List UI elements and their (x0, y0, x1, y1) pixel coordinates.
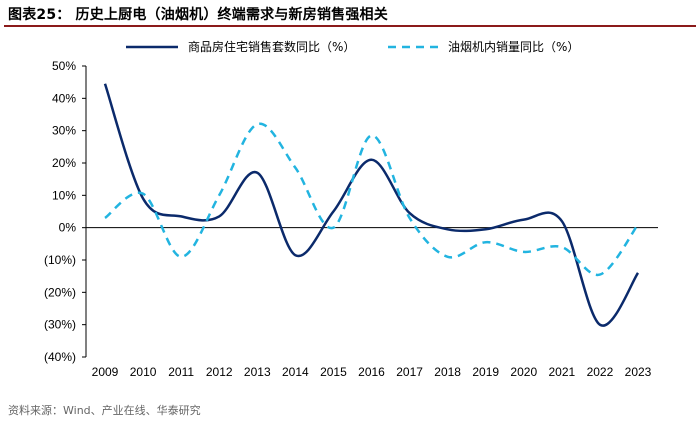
x-tick-label: 2020 (510, 365, 537, 379)
y-tick-label: 10% (52, 188, 76, 202)
x-tick-label: 2012 (206, 365, 233, 379)
y-tick-label: (30%) (44, 318, 76, 332)
legend-label: 油烟机内销量同比（%） (448, 40, 579, 54)
line-chart: 50% 40% 30% 20% 10% 0% (10%) (20%) (30%) (40%) 200… (44, 39, 658, 379)
x-tick-label: 2015 (320, 365, 347, 379)
x-tick-label: 2009 (92, 365, 119, 379)
y-tick-label: 30% (52, 124, 76, 138)
y-tick-label: (20%) (44, 285, 76, 299)
x-tick-label: 2023 (625, 365, 652, 379)
chart-title: 图表25： 历史上厨电（油烟机）终端需求与新房销售强相关 (8, 7, 388, 23)
y-tick-label: 50% (52, 59, 76, 73)
y-tick-label: 40% (52, 91, 76, 105)
x-tick-label: 2016 (358, 365, 385, 379)
series-line-range-hood-sales (104, 122, 640, 276)
source-note: 资料来源：Wind、产业在线、华泰研究 (8, 404, 201, 417)
y-tick-label: 20% (52, 156, 76, 170)
y-tick-label: 0% (59, 221, 77, 235)
x-tick-label: 2019 (472, 365, 499, 379)
x-tick-label: 2011 (168, 365, 194, 379)
y-tick-label: (40%) (44, 350, 76, 364)
x-tick-label: 2022 (587, 365, 614, 379)
legend-label: 商品房住宅销售套数同比（%） (188, 39, 355, 54)
x-tick-label: 2021 (549, 365, 576, 379)
x-tick-label: 2018 (434, 365, 461, 379)
series-line-housing-sales (103, 83, 640, 327)
title-divider (4, 25, 696, 27)
x-tick-label: 2014 (282, 365, 309, 379)
x-tick-label: 2013 (244, 365, 271, 379)
x-tick-label: 2010 (130, 365, 157, 379)
y-tick-label: (10%) (44, 253, 76, 267)
title-bar: 图表25： 历史上厨电（油烟机）终端需求与新房销售强相关 (0, 0, 700, 27)
x-tick-label: 2017 (396, 365, 423, 379)
